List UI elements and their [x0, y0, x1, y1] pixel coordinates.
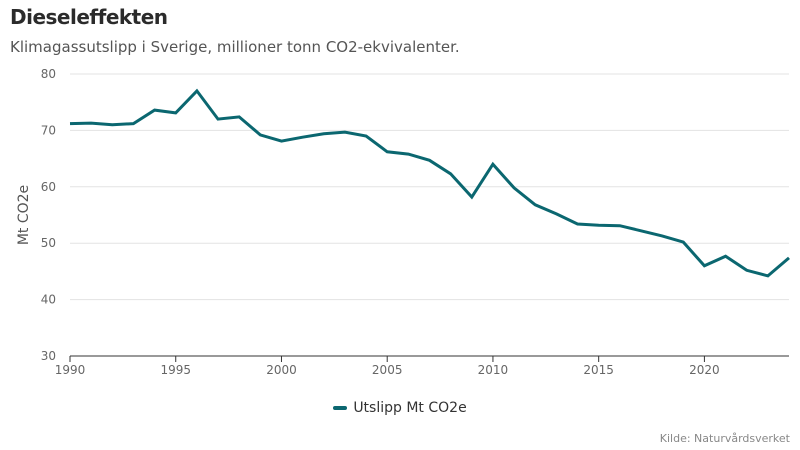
y-axis-title: Mt CO2e — [16, 185, 32, 245]
x-tick-label-1990: 1990 — [55, 363, 86, 377]
x-tick-label-2000: 2000 — [266, 363, 297, 377]
y-tick-label-50: 50 — [41, 236, 56, 250]
x-tick-label-2005: 2005 — [372, 363, 403, 377]
chart-subtitle: Klimagassutslipp i Sverige, millioner to… — [10, 38, 460, 56]
x-tick-label-2015: 2015 — [583, 363, 614, 377]
series-group — [69, 88, 790, 278]
y-axis-ticks: 30 40 50 60 70 80 — [41, 67, 56, 363]
y-tick-label-30: 30 — [41, 349, 56, 363]
x-tick-label-1995: 1995 — [160, 363, 191, 377]
legend-label-utslipp[interactable]: Utslipp Mt CO2e — [353, 400, 467, 416]
x-tick-label-2020: 2020 — [689, 363, 720, 377]
series-line-utslipp — [69, 88, 790, 278]
legend-swatch-utslipp — [333, 406, 348, 410]
y-tick-label-70: 70 — [41, 123, 56, 137]
chart-title: Dieseleffekten — [10, 5, 168, 29]
x-tick-label-2010: 2010 — [478, 363, 509, 377]
x-axis: 1990 1995 2000 2005 2010 2015 2020 — [55, 355, 789, 377]
source-note: Kilde: Naturvårdsverket — [659, 432, 790, 445]
gridlines — [70, 73, 789, 301]
y-tick-label-80: 80 — [41, 67, 56, 81]
y-tick-label-60: 60 — [41, 180, 56, 194]
y-tick-label-40: 40 — [41, 293, 56, 307]
legend: Utslipp Mt CO2e — [0, 400, 800, 416]
